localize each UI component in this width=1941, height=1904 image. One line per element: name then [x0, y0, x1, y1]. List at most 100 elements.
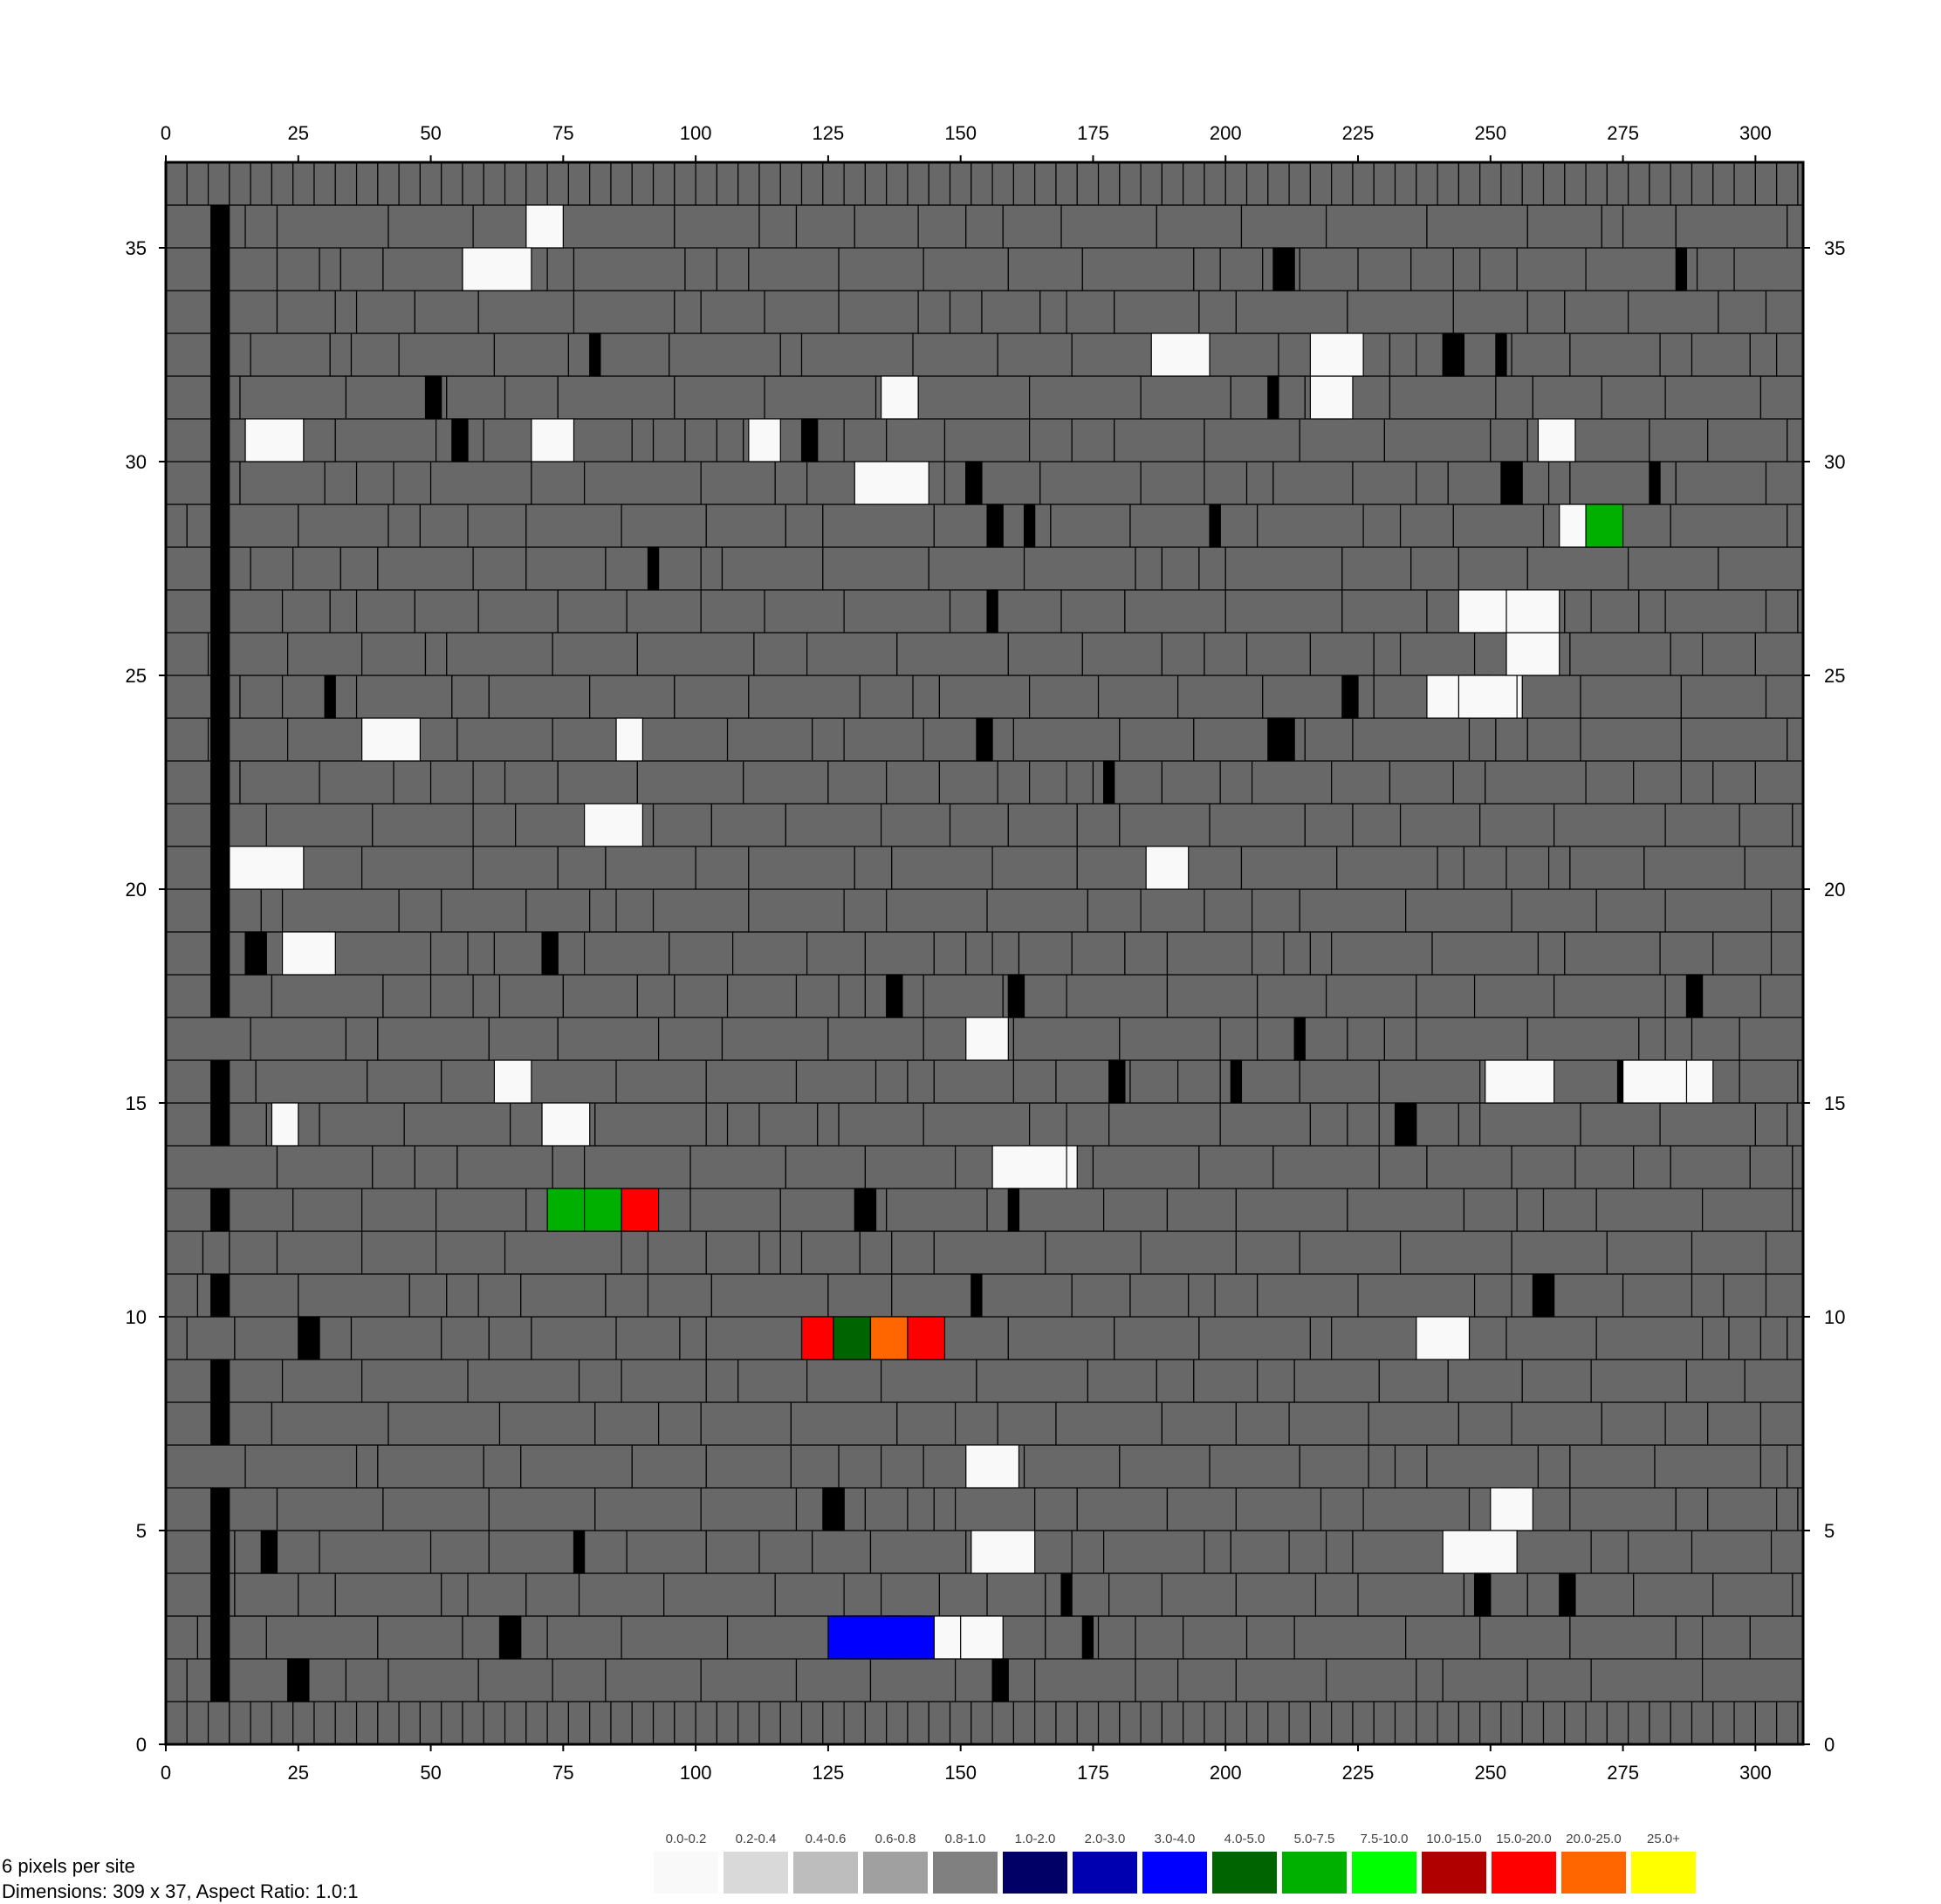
heat-cell — [1410, 247, 1454, 291]
heat-cell — [1389, 332, 1417, 377]
heat-cell — [340, 247, 384, 291]
heat-cell — [991, 931, 1020, 976]
heat-cell — [196, 1615, 267, 1660]
heat-cell — [917, 290, 951, 334]
heat-cell — [462, 247, 532, 291]
heat-cell — [631, 1444, 707, 1489]
heat-cell — [636, 632, 755, 676]
y-tick-label: 35 — [1824, 237, 1845, 259]
heat-cell — [557, 846, 607, 890]
heat-cell — [1029, 1102, 1067, 1147]
heat-cell — [1055, 161, 1078, 206]
heat-cell — [822, 546, 929, 591]
heat-cell — [764, 290, 840, 334]
heat-cell — [477, 1658, 553, 1702]
legend-swatch — [933, 1852, 998, 1894]
heat-cell — [886, 1188, 988, 1232]
heat-cell — [210, 1273, 230, 1318]
legend-label: 0.0-0.2 — [666, 1832, 707, 1846]
heat-cell — [210, 247, 230, 291]
heat-cell — [1442, 1658, 1528, 1702]
heat-cell — [1426, 1145, 1512, 1189]
heat-cell — [165, 717, 209, 762]
heat-cell — [652, 161, 676, 206]
y-tick-label: 20 — [1824, 879, 1845, 901]
heat-cell — [785, 1145, 866, 1189]
heat-cell — [1314, 1572, 1359, 1617]
heat-cell — [298, 1273, 410, 1318]
heat-cell — [472, 760, 506, 805]
legend-label: 5.0-7.5 — [1294, 1832, 1335, 1846]
heat-cell — [531, 1316, 617, 1360]
heat-cell — [1399, 503, 1454, 548]
heat-cell — [1347, 1188, 1465, 1232]
heat-cell — [663, 1572, 776, 1617]
heat-cell — [276, 247, 320, 291]
heat-cell — [276, 290, 336, 334]
heat-cell — [1416, 1017, 1528, 1061]
heat-cell — [210, 760, 230, 805]
heat-cell — [594, 1487, 702, 1531]
heat-cell — [970, 1273, 983, 1318]
heat-cell — [239, 760, 320, 805]
heat-cell — [1245, 632, 1311, 676]
heat-cell — [822, 1487, 845, 1531]
heat-cell — [165, 503, 188, 548]
heat-cell — [907, 1701, 929, 1745]
heat-cell — [1071, 1273, 1131, 1318]
heat-cell — [695, 1701, 718, 1745]
heat-cell — [584, 931, 670, 976]
heat-cell — [165, 1444, 246, 1489]
y-tick-label: 0 — [136, 1734, 147, 1756]
heat-cell — [578, 1530, 628, 1574]
heat-cell — [631, 161, 655, 206]
heat-cell — [334, 931, 432, 976]
heat-cell — [1691, 1017, 1740, 1061]
heat-cell — [589, 161, 612, 206]
heat-cell — [165, 546, 251, 591]
heat-cell — [1792, 1572, 1804, 1617]
heat-cell — [800, 161, 824, 206]
heat-cell — [388, 503, 422, 548]
heat-cell — [1299, 1230, 1402, 1275]
heat-cell — [1405, 1615, 1481, 1660]
heat-cell — [472, 974, 501, 1018]
heat-cell — [393, 760, 432, 805]
heat-cell — [986, 1572, 1046, 1617]
heat-cell — [1081, 1615, 1094, 1660]
heat-cell — [229, 846, 305, 890]
y-tick-label: 10 — [126, 1306, 147, 1328]
heat-cell — [1092, 1145, 1200, 1189]
heat-cell — [234, 1572, 299, 1617]
heat-cell — [281, 675, 358, 719]
heat-cell — [350, 1316, 442, 1360]
heat-cell — [1511, 332, 1571, 377]
heat-cell — [350, 332, 400, 377]
heat-cell — [1140, 375, 1231, 420]
x-tick-label: 50 — [420, 1762, 441, 1784]
heat-cell — [705, 1530, 760, 1574]
heat-cell — [1161, 1401, 1237, 1446]
heat-cell — [1643, 846, 1746, 890]
heat-cell — [1394, 1444, 1428, 1489]
heat-cell — [1452, 503, 1545, 548]
heat-cell — [165, 1701, 188, 1745]
heat-cell — [477, 589, 559, 634]
heat-cell — [800, 1701, 824, 1745]
heat-cell — [334, 418, 437, 462]
x-tick-label: 25 — [288, 122, 309, 144]
heat-cell — [827, 760, 888, 805]
heat-cell — [1739, 1017, 1804, 1061]
heat-cell — [1744, 846, 1804, 890]
heat-cell — [1526, 204, 1602, 249]
heat-cell — [1569, 846, 1645, 890]
heat-cell — [1060, 589, 1126, 634]
heat-cell — [1473, 1572, 1492, 1617]
heat-cell — [1140, 1701, 1163, 1745]
heat-cell — [1718, 546, 1804, 591]
heat-cell — [843, 888, 888, 933]
heat-cell — [1511, 1273, 1624, 1318]
heat-cell — [1511, 1145, 1576, 1189]
heat-cell — [886, 888, 988, 933]
heat-cell — [567, 418, 633, 462]
